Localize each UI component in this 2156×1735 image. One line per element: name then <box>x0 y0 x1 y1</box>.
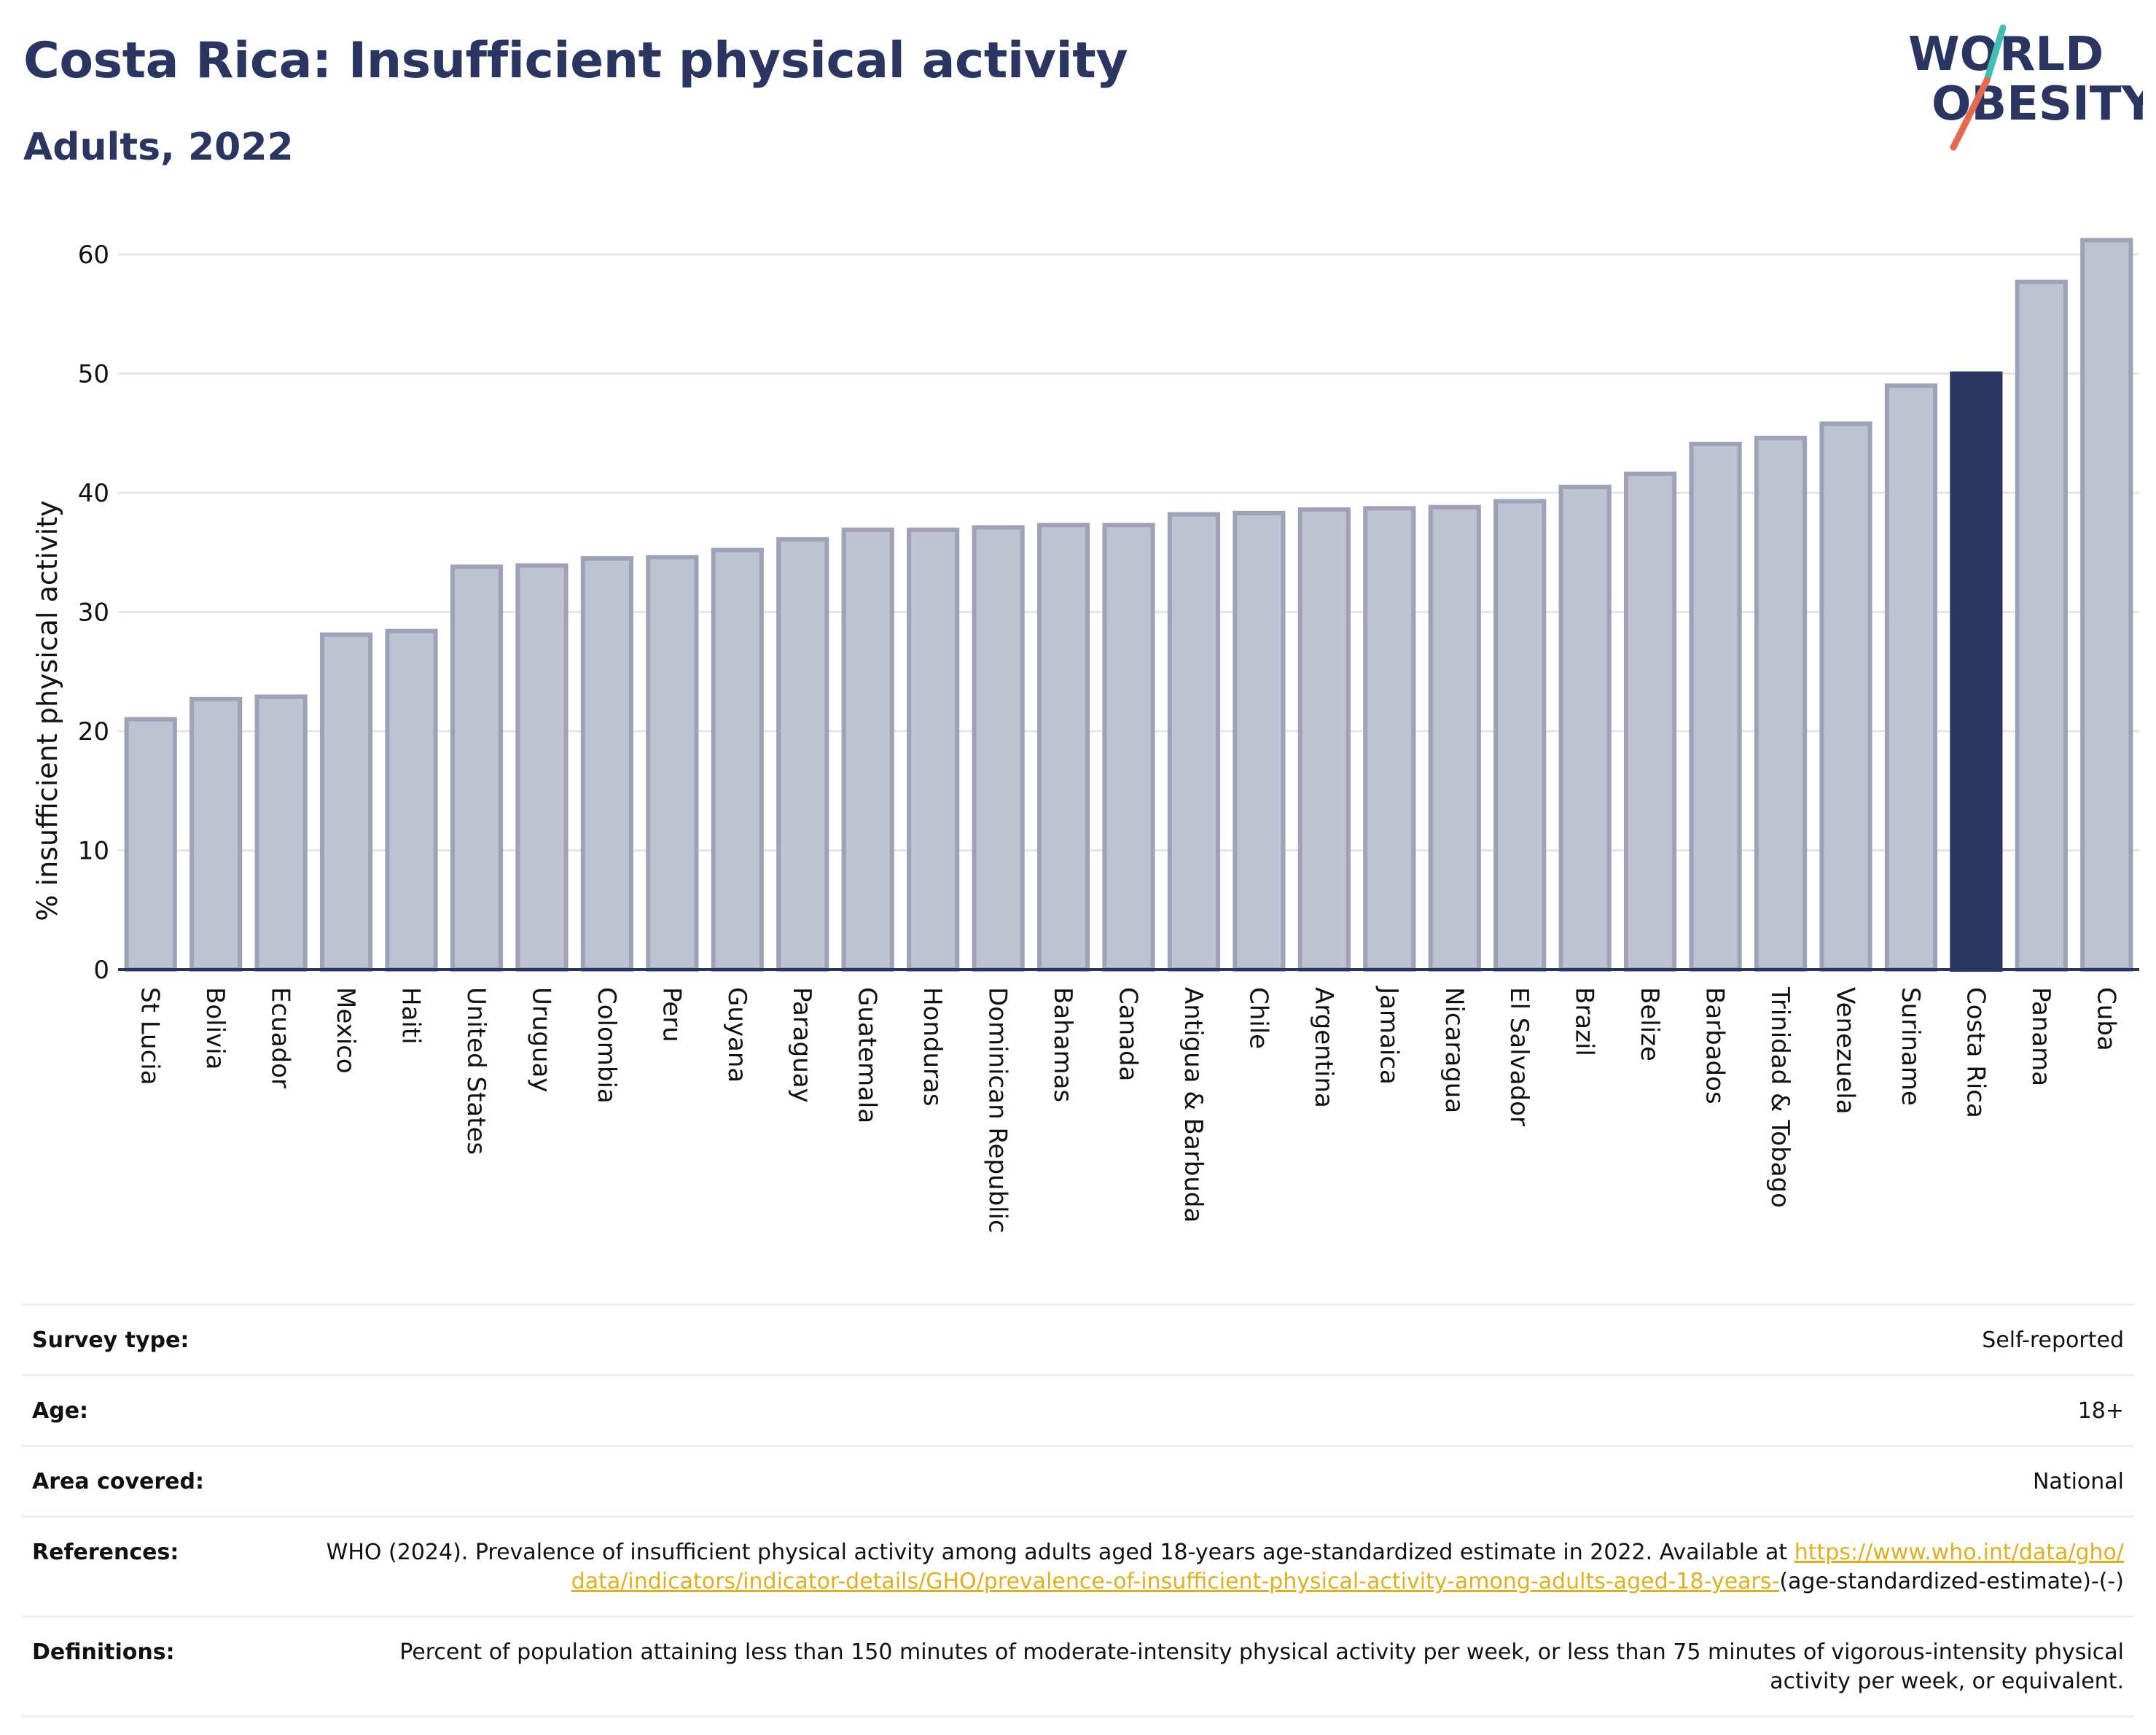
bar-antigua-barbuda <box>1167 512 1221 972</box>
bar-el-salvador <box>1493 499 1547 972</box>
x-tick-label: Trinidad & Tobago <box>1765 986 1794 1208</box>
world-obesity-logo: WORLD OBESITY <box>1908 24 2143 151</box>
y-axis-ticks: 0 10 20 30 40 50 60 <box>78 241 109 985</box>
bar-united-states <box>450 564 504 972</box>
reference-suffix: (age-standardized-estimate)-(-) <box>1779 1569 2124 1594</box>
x-tick-label: Mexico <box>331 987 360 1074</box>
x-tick-label: Chile <box>1243 987 1273 1049</box>
x-tick-label: Belize <box>1635 987 1664 1061</box>
x-tick-label: El Salvador <box>1504 987 1534 1126</box>
x-tick-label: Cuba <box>2091 987 2120 1051</box>
x-tick-label: Ecuador <box>266 987 295 1088</box>
bar-canada <box>1102 523 1155 972</box>
x-tick-label: Costa Rica <box>1961 987 1990 1118</box>
bar-jamaica <box>1363 506 1416 972</box>
info-value: WHO (2024). Prevalence of insufficient p… <box>324 1538 2124 1596</box>
x-tick-label: Dominican Republic <box>983 987 1012 1233</box>
bar-cuba <box>2080 238 2133 972</box>
bar-trinidad-tobago <box>1754 435 1808 972</box>
x-tick-label: United States <box>461 987 491 1155</box>
bar-chile <box>1233 510 1286 972</box>
info-row-area: Area covered: National <box>22 1445 2134 1516</box>
bar-haiti <box>385 628 438 972</box>
x-tick-label: Haiti <box>397 987 426 1045</box>
chart-title: Costa Rica: Insufficient physical activi… <box>23 32 1128 90</box>
bar-ecuador <box>254 694 308 972</box>
x-tick-label: Nicaragua <box>1440 987 1469 1113</box>
info-row-age: Age: 18+ <box>22 1374 2134 1445</box>
bar-mexico <box>319 632 373 972</box>
bar-peru <box>646 555 699 972</box>
bar-guyana <box>711 547 764 972</box>
x-tick-label: Guatemala <box>853 987 882 1123</box>
x-tick-label: Panama <box>2026 987 2055 1086</box>
info-row-survey-type: Survey type: Self-reported <box>22 1303 2134 1374</box>
info-key: Survey type: <box>32 1327 190 1353</box>
bar-suriname <box>1884 383 1938 972</box>
bar-guatemala <box>841 527 894 972</box>
info-key: Area covered: <box>32 1469 204 1494</box>
reference-link[interactable]: https://www.who.int/data/gho/data/indica… <box>571 1540 2124 1594</box>
logo-slash-teal <box>1983 24 2007 84</box>
x-tick-label: Bolivia <box>200 987 230 1069</box>
x-tick-label: Paraguay <box>787 987 816 1103</box>
info-key: References: <box>32 1540 179 1565</box>
info-value: 18+ <box>2077 1398 2124 1424</box>
info-key: Age: <box>32 1398 89 1424</box>
info-value: Self-reported <box>1982 1327 2124 1353</box>
y-tick-label: 10 <box>78 837 109 866</box>
x-tick-label: Bahamas <box>1048 987 1077 1102</box>
x-tick-label: Venezuela <box>1830 987 1859 1115</box>
y-tick-label: 0 <box>93 956 109 985</box>
bar-bahamas <box>1036 523 1090 972</box>
x-tick-label: Barbados <box>1700 987 1730 1104</box>
info-value: Percent of population attaining less tha… <box>399 1640 2124 1694</box>
y-tick-label: 60 <box>78 241 109 270</box>
info-key: Definitions: <box>32 1640 175 1665</box>
bar-paraguay <box>776 537 829 972</box>
x-tick-label: Antigua & Barbuda <box>1179 987 1208 1223</box>
x-tick-label: Colombia <box>592 987 621 1104</box>
x-tick-label: Canada <box>1114 987 1143 1081</box>
x-tick-label: Argentina <box>1309 987 1338 1108</box>
bar-brazil <box>1558 484 1612 972</box>
bar-nicaragua <box>1428 504 1481 972</box>
y-tick-label: 30 <box>78 599 109 628</box>
x-tick-label: Suriname <box>1896 987 1925 1106</box>
x-tick-label: St Lucia <box>136 987 165 1085</box>
bar-costa-rica <box>1950 371 2003 972</box>
x-tick-label: Uruguay <box>526 987 555 1093</box>
info-value: National <box>2032 1469 2124 1494</box>
x-tick-label: Honduras <box>918 987 947 1107</box>
bar-panama <box>2015 279 2068 972</box>
bar-argentina <box>1297 507 1351 972</box>
y-tick-label: 20 <box>78 717 109 746</box>
x-tick-label: Brazil <box>1570 987 1599 1056</box>
logo-line1: WORLD <box>1908 28 2104 82</box>
info-table: Survey type: Self-reported Age: 18+ Area… <box>22 1303 2134 1718</box>
x-tick-label: Guyana <box>722 987 751 1083</box>
x-tick-label: Jamaica <box>1374 986 1403 1085</box>
bar-barbados <box>1689 442 1742 972</box>
reference-text: WHO (2024). Prevalence of insufficient p… <box>326 1540 1788 1565</box>
bar-uruguay <box>515 563 569 972</box>
bar-venezuela <box>1819 421 1872 972</box>
info-row-definitions: Definitions: Percent of population attai… <box>22 1615 2134 1718</box>
y-tick-label: 50 <box>78 360 109 389</box>
bars <box>124 238 2133 972</box>
bar-belize <box>1624 471 1677 972</box>
y-axis-label: % insufficient physical activity <box>31 500 63 921</box>
x-axis-labels: St Lucia Bolivia Ecuador Mexico Haiti United … <box>136 986 2121 1233</box>
info-row-references: References: WHO (2024). Prevalence of in… <box>22 1516 2134 1615</box>
logo-slash-coral <box>1950 77 1991 151</box>
bar-bolivia <box>190 696 243 972</box>
bar-honduras <box>907 527 960 972</box>
chart-subtitle: Adults, 2022 <box>23 125 294 169</box>
bar-colombia <box>580 555 633 972</box>
bar-st-lucia <box>124 717 177 972</box>
x-tick-label: Peru <box>657 987 686 1042</box>
bar-chart: 0 10 20 30 40 50 60 St Lucia Bolivia Ecuador Mexi… <box>31 238 2139 1233</box>
y-tick-label: 40 <box>78 479 109 508</box>
bar-dominican-republic <box>972 525 1025 972</box>
